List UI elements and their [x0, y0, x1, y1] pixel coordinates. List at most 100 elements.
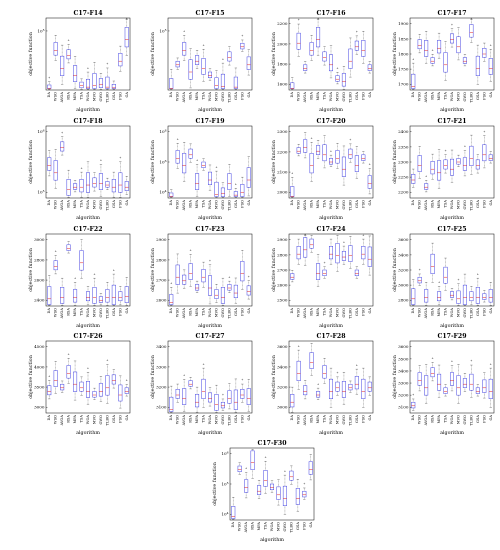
algorithm-tick-label: AVOA [60, 200, 64, 212]
box-rsa [309, 235, 314, 253]
box-gwo: + [341, 240, 346, 265]
iqr-box [118, 53, 123, 67]
box-rsa [188, 48, 193, 89]
algorithm-tick-label: GA [368, 200, 372, 206]
algorithm-tick-label: WSO [238, 522, 242, 531]
outlier-mark: + [202, 362, 204, 366]
y-axis-label: objective function [28, 140, 34, 184]
outlier-mark: + [470, 359, 472, 363]
y-tick-label: 2900 [277, 237, 288, 242]
algorithm-tick-label: DA [47, 308, 51, 314]
iqr-box [201, 269, 206, 283]
iqr-box [227, 173, 232, 190]
x-axis-label: algorithm [319, 323, 343, 329]
box-pso: + [302, 482, 307, 500]
box-gsa: + [354, 30, 359, 55]
subplot-c17-f26: C17-F26 3000 3500 4000 4500 objective functio… [28, 333, 131, 436]
algorithm-tick-label: WSO [176, 308, 180, 317]
y-tick-label: 106 [37, 129, 44, 135]
iqr-box [449, 372, 455, 386]
iqr-box [47, 286, 52, 305]
y-tick-label: 106 [159, 159, 166, 165]
iqr-box [290, 394, 295, 408]
box-mvo [456, 27, 461, 61]
algorithm-tick-label: MPA [195, 308, 199, 317]
algorithm-tick-label: TLBO [105, 308, 109, 318]
algorithm-tick-label: RSA [67, 415, 71, 423]
iqr-box [488, 154, 493, 161]
outlier-mark: + [490, 43, 492, 47]
algorithm-tick-label: GA [247, 200, 251, 206]
iqr-box [105, 181, 110, 188]
algorithm-tick-label: WOA [270, 522, 274, 532]
algorithm-tick-label: GA [489, 92, 493, 98]
box-wso: + [296, 18, 301, 57]
iqr-box [169, 396, 174, 412]
iqr-box [169, 294, 174, 305]
iqr-box [354, 269, 359, 276]
y-tick-label: 108 [159, 129, 166, 135]
box-gwo: + [220, 57, 225, 90]
iqr-box [227, 390, 232, 404]
algorithm-tick-label: PSO [302, 522, 306, 530]
outlier-mark: + [183, 29, 185, 33]
subplot-c17-f20: C17-F20 2000 2100 2200 2300 objective functio… [271, 118, 374, 221]
y-tick-label: 3500 [34, 384, 45, 389]
algorithm-tick-label: MVO [335, 92, 339, 101]
x-axis-label: algorithm [319, 107, 343, 113]
iqr-box [469, 373, 474, 391]
iqr-box [417, 276, 422, 284]
iqr-box [60, 287, 65, 304]
iqr-box [424, 183, 429, 190]
iqr-box [308, 461, 313, 475]
box-tlbo: + [469, 17, 474, 43]
iqr-box [417, 155, 422, 172]
outlier-mark: + [356, 30, 358, 34]
box-mvo [456, 364, 461, 404]
box-gwo [341, 145, 346, 186]
box-da [411, 279, 416, 306]
box-mvo [456, 155, 461, 167]
algorithm-tick-label: GA [489, 200, 493, 206]
box-mvo [276, 479, 281, 506]
algorithm-tick-label: DA [290, 92, 294, 98]
box-ga: + [488, 362, 493, 408]
iqr-box [73, 289, 78, 303]
box-da [47, 275, 52, 306]
iqr-box [430, 57, 435, 64]
box-gwo [98, 376, 103, 402]
algorithm-tick-label: WOA [450, 415, 454, 425]
outlier-mark: + [202, 43, 204, 47]
algorithm-tick-label: RSA [431, 200, 435, 208]
iqr-box [367, 381, 372, 392]
box-mpa [195, 281, 200, 293]
algorithm-tick-label: TSA [323, 200, 327, 208]
algorithm-tick-label: DA [411, 308, 415, 314]
algorithm-tick-label: TSA [444, 415, 448, 423]
algorithm-tick-label: WSO [418, 92, 422, 101]
algorithm-tick-label: MPA [437, 308, 441, 317]
iqr-box [341, 73, 346, 87]
algorithm-tick-label: GWO [463, 308, 467, 318]
y-tick-label: 3400 [156, 344, 167, 349]
y-tick-label: 2400 [34, 298, 45, 303]
plot-frame [45, 17, 131, 91]
algorithm-tick-label: WOA [208, 308, 212, 318]
algorithm-tick-label: RSA [189, 308, 193, 316]
box-gsa [295, 479, 300, 512]
box-wso [175, 57, 180, 70]
iqr-box [214, 77, 219, 89]
y-tick-label: 2250 [398, 175, 409, 180]
iqr-box [124, 27, 129, 48]
algorithm-tick-label: MVO [92, 92, 96, 101]
y-tick-label: 1600 [277, 82, 288, 87]
algorithm-tick-label: TSA [202, 308, 206, 316]
outlier-mark: + [241, 378, 243, 382]
algorithm-tick-label: GSA [355, 92, 359, 100]
algorithm-tick-label: WSO [176, 415, 180, 424]
iqr-box [214, 394, 219, 411]
y-tick-label: 3000 [398, 283, 409, 288]
y-tick-label: 2700 [277, 267, 288, 272]
algorithm-tick-label: DA [169, 200, 173, 206]
